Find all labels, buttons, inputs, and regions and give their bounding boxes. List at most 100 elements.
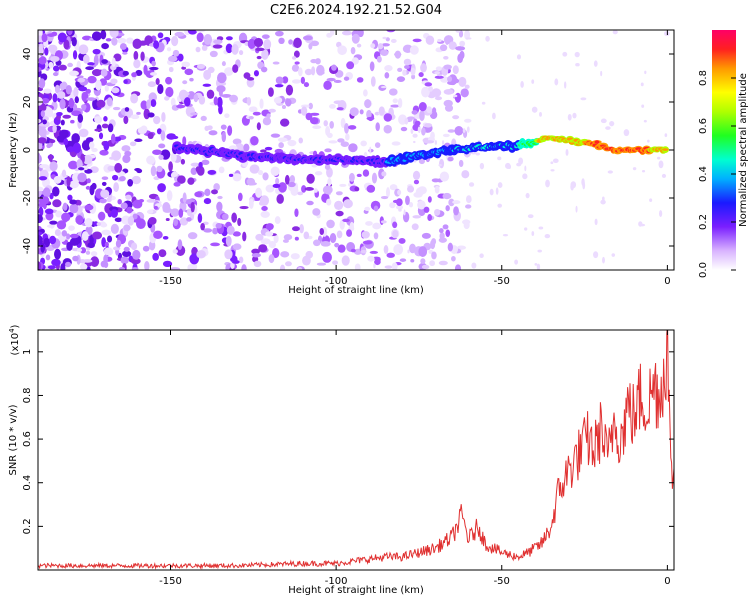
noise-blob	[335, 210, 344, 217]
bottom-y-axis-label: SNR (10 * v/v)	[8, 404, 19, 475]
noise-blob	[481, 101, 486, 105]
noise-blob	[287, 181, 296, 188]
noise-blob	[333, 100, 344, 105]
noise-blob	[85, 250, 91, 255]
noise-blob	[431, 251, 437, 260]
noise-blob	[329, 30, 335, 36]
noise-blob	[284, 174, 290, 185]
noise-blob	[349, 107, 359, 117]
noise-blob	[258, 201, 265, 206]
noise-blob	[434, 208, 441, 216]
noise-blob	[524, 227, 528, 231]
noise-blob	[173, 218, 179, 226]
noise-blob	[439, 158, 445, 169]
noise-blob	[385, 37, 390, 42]
noise-blob	[38, 225, 42, 230]
noise-blob	[385, 187, 391, 198]
noise-blob	[38, 152, 41, 163]
noise-blob	[52, 93, 58, 103]
noise-blob	[228, 173, 234, 177]
noise-blob	[132, 38, 142, 49]
noise-blob	[203, 198, 212, 205]
noise-blob	[514, 259, 519, 265]
noise-blob	[601, 196, 605, 201]
noise-blob	[565, 149, 569, 156]
noise-blob	[362, 169, 370, 177]
noise-blob	[62, 114, 71, 119]
top-y-tick-label: 40	[22, 48, 33, 61]
noise-blob	[424, 82, 433, 87]
noise-blob	[309, 112, 320, 116]
noise-blob	[70, 119, 75, 124]
noise-blob	[78, 128, 89, 138]
noise-blob	[273, 96, 283, 104]
bottom-y-ticks: 0.2 0.4 0.6 0.8 1	[22, 349, 674, 534]
noise-blob	[380, 220, 387, 224]
noise-blob	[343, 199, 353, 209]
snr-frame	[37, 329, 675, 571]
noise-blob	[90, 251, 98, 257]
noise-blob	[455, 30, 461, 33]
noise-blob	[136, 111, 141, 115]
noise-blob	[380, 86, 387, 89]
noise-blob	[459, 40, 466, 47]
noise-blob	[77, 77, 86, 83]
noise-blob	[203, 69, 212, 80]
noise-blob	[382, 36, 387, 40]
noise-blob	[106, 97, 113, 107]
noise-blob	[350, 248, 356, 253]
noise-blob	[314, 171, 323, 176]
noise-blob	[340, 141, 350, 147]
noise-blob	[106, 197, 112, 203]
noise-blob	[534, 262, 538, 266]
noise-blob	[65, 233, 71, 240]
noise-blob	[315, 58, 321, 65]
noise-blob	[454, 125, 464, 136]
noise-blob	[418, 72, 424, 78]
noise-blob	[281, 104, 287, 110]
noise-blob	[464, 118, 472, 123]
noise-blob	[157, 32, 164, 39]
noise-blob	[52, 72, 59, 77]
noise-blob	[522, 173, 528, 180]
noise-blob	[77, 172, 87, 183]
noise-blob	[270, 133, 281, 138]
noise-blob	[383, 245, 389, 254]
noise-blob	[232, 138, 242, 145]
noise-blob	[412, 215, 422, 219]
noise-blob	[103, 254, 108, 264]
noise-blob	[373, 263, 376, 269]
noise-blob	[46, 143, 52, 149]
noise-blob	[600, 118, 607, 124]
noise-blob	[183, 97, 191, 107]
noise-blob	[69, 203, 79, 214]
noise-blob	[249, 164, 260, 174]
noise-blob	[462, 128, 466, 133]
noise-blob	[305, 112, 313, 121]
top-x-ticks: -150 -100 -50 0	[159, 30, 671, 287]
noise-blob	[413, 140, 416, 144]
noise-blob	[172, 49, 180, 57]
noise-blob	[252, 111, 261, 116]
colorbar-tick-label: 0.4	[698, 166, 709, 182]
noise-blob	[144, 261, 150, 270]
noise-blob	[417, 200, 426, 210]
noise-blob	[232, 64, 239, 73]
noise-blob	[61, 212, 71, 222]
noise-blob	[251, 248, 261, 255]
noise-blob	[86, 97, 96, 101]
noise-blob	[612, 30, 618, 35]
noise-blob	[397, 67, 403, 72]
noise-blob	[152, 149, 162, 155]
noise-blob	[218, 86, 223, 98]
top-y-ticks: -40 -20 0 20 40	[22, 48, 674, 254]
noise-blob	[464, 84, 470, 89]
noise-blob	[146, 99, 152, 110]
noise-blob	[153, 115, 161, 125]
noise-blob	[69, 199, 77, 205]
noise-blob	[538, 226, 544, 230]
noise-blob	[260, 149, 267, 153]
noise-blob	[461, 170, 470, 179]
noise-blob	[434, 96, 443, 101]
